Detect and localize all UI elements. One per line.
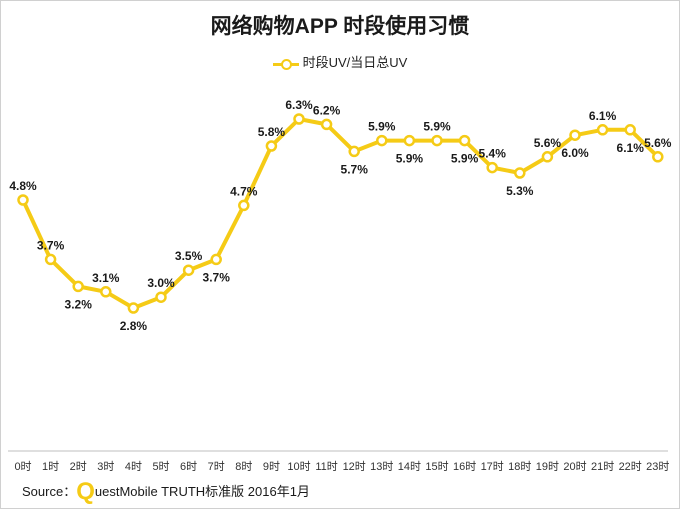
x-tick-label: 12时: [343, 460, 366, 473]
data-label: 6.1%: [617, 141, 645, 155]
data-point: [458, 134, 471, 147]
data-point: [17, 194, 29, 206]
data-point: [652, 151, 664, 163]
x-tick-label: 0时: [14, 460, 31, 473]
data-label: 3.7%: [203, 270, 231, 284]
source-note: Source：QuestMobile TRUTH标准版 2016年1月: [22, 478, 310, 506]
x-tick-label: 3时: [97, 460, 114, 473]
x-tick-label: 5时: [152, 460, 169, 473]
legend-label: 时段UV/当日总UV: [302, 55, 408, 70]
data-point: [44, 253, 57, 266]
data-point: [100, 286, 112, 298]
x-tick-label: 1时: [42, 460, 59, 473]
data-label: 5.4%: [479, 147, 507, 161]
data-label: 5.3%: [506, 184, 534, 198]
data-label: 5.6%: [644, 136, 672, 150]
x-tick-label: 6时: [180, 460, 197, 473]
data-label: 5.9%: [423, 120, 451, 134]
data-label: 5.6%: [534, 136, 562, 150]
data-point: [320, 118, 333, 131]
data-point: [127, 302, 140, 314]
data-point: [238, 199, 250, 212]
data-label: 3.7%: [37, 238, 65, 252]
data-point: [541, 151, 554, 163]
x-tick-label: 15时: [425, 460, 448, 473]
data-label: 5.9%: [368, 120, 396, 134]
data-point: [155, 291, 167, 303]
data-label: 3.2%: [65, 297, 93, 311]
data-label: 6.3%: [285, 98, 313, 112]
chart-legend: 时段UV/当日总UV: [0, 52, 680, 71]
data-label: 5.7%: [341, 162, 369, 176]
x-tick-label: 7时: [208, 460, 225, 473]
x-tick-label: 11时: [315, 460, 337, 473]
data-label: 4.7%: [230, 184, 258, 198]
data-point: [72, 280, 84, 293]
data-label: 5.9%: [451, 152, 479, 166]
x-tick-label: 9时: [263, 460, 280, 473]
data-label: 6.2%: [313, 103, 341, 117]
data-label: 5.8%: [258, 125, 286, 139]
data-point: [486, 161, 498, 174]
data-point: [376, 134, 388, 147]
x-tick-label: 10时: [287, 460, 310, 473]
chart-title: 网络购物APP 时段使用习惯: [210, 15, 470, 38]
data-point: [403, 134, 416, 147]
x-tick-label: 19时: [536, 460, 559, 473]
data-label: 2.8%: [120, 319, 148, 333]
data-point: [265, 140, 278, 152]
data-point: [514, 167, 526, 179]
data-label: 4.8%: [9, 179, 37, 193]
data-label: 5.9%: [396, 152, 424, 166]
x-tick-label: 21时: [591, 460, 614, 473]
x-tick-label: 18时: [508, 460, 531, 473]
data-point: [596, 124, 609, 136]
data-label: 3.0%: [147, 276, 175, 290]
x-tick-label: 8时: [235, 460, 252, 473]
x-tick-label: 13时: [370, 460, 393, 473]
legend-line-marker-icon: [272, 58, 299, 70]
data-point: [348, 145, 360, 158]
data-label: 3.5%: [175, 249, 203, 263]
x-tick-label: 23时: [646, 460, 669, 473]
x-tick-label: 17时: [481, 460, 504, 473]
data-point: [431, 134, 443, 147]
data-label: 6.1%: [589, 109, 617, 123]
x-tick-label: 16时: [453, 460, 476, 473]
data-label: 6.0%: [561, 146, 589, 160]
source-prefix: Source：: [22, 484, 77, 499]
data-point: [624, 124, 636, 136]
x-tick-label: 20时: [563, 460, 586, 473]
data-point: [569, 129, 581, 141]
x-tick-label: 22时: [619, 460, 642, 473]
questmobile-logo-q: Q: [76, 478, 95, 505]
source-text: uestMobile TRUTH标准版 2016年1月: [94, 484, 310, 499]
x-tick-label: 4时: [125, 460, 142, 473]
data-point: [182, 264, 195, 276]
data-label: 3.1%: [92, 271, 120, 285]
x-tick-label: 14时: [398, 460, 421, 473]
x-tick-label: 2时: [70, 460, 87, 473]
data-point: [210, 253, 222, 266]
data-point: [293, 113, 305, 125]
